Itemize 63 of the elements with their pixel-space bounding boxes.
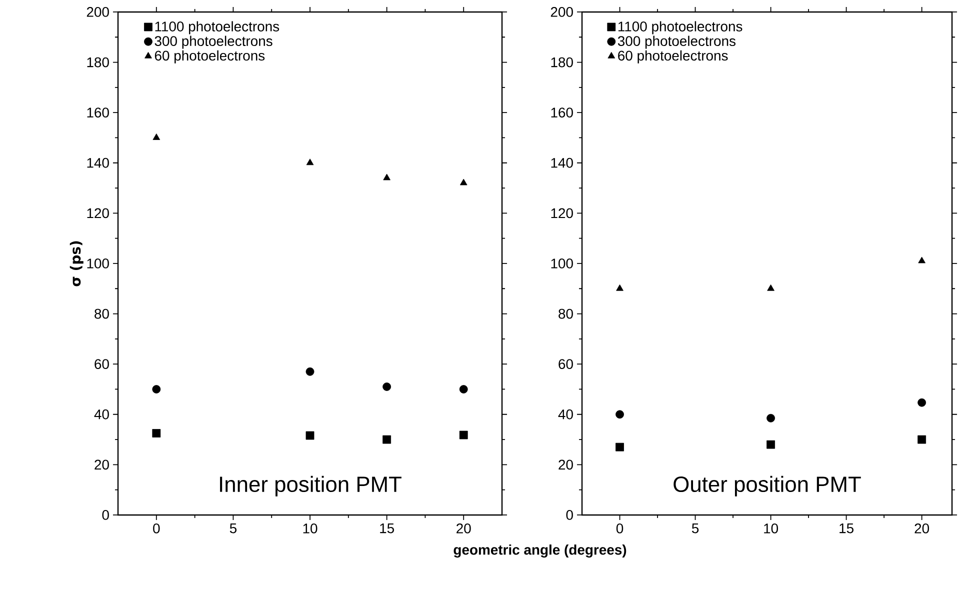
legend-label: 1100 photoelectrons [618, 21, 742, 34]
y-tick-label: 20 [94, 460, 109, 470]
y-tick-label: 100 [87, 258, 109, 268]
y-tick-label: 0 [102, 510, 109, 520]
legend-label: 60 photoelectrons [618, 50, 728, 64]
point [766, 414, 775, 422]
y-tick-label: 40 [558, 409, 573, 420]
y-tick-label: 80 [94, 308, 109, 319]
y-tick-label: 100 [551, 258, 573, 268]
point [152, 134, 160, 140]
x-tick-label: 20 [456, 523, 471, 534]
y-tick-label: 120 [551, 208, 573, 218]
y-tick-label: 140 [87, 158, 109, 168]
y-tick-label: 40 [94, 409, 109, 420]
legend-label: 300 photoelectrons [154, 36, 272, 49]
point [383, 174, 390, 180]
y-tick-label: 60 [558, 359, 573, 370]
legend-label: 1100 photoelectrons [155, 21, 280, 34]
y-tick-label: 20 [558, 460, 573, 470]
point [382, 382, 392, 391]
point [767, 284, 774, 291]
point [918, 435, 926, 444]
point [152, 385, 161, 394]
point [382, 435, 392, 444]
y-tick-label: 120 [87, 208, 109, 218]
y-tick-label: 200 [550, 7, 573, 17]
point [306, 158, 314, 166]
x-tick-label: 0 [616, 523, 624, 534]
y-tick-label: 160 [551, 108, 573, 118]
point [459, 385, 468, 394]
x-tick-label: 15 [380, 524, 394, 534]
point [616, 284, 624, 291]
point [616, 442, 624, 452]
y-tick-label: 60 [94, 359, 109, 370]
point [306, 431, 314, 440]
x-tick-label: 15 [840, 524, 854, 534]
y-axis-title: σ (ps) [70, 241, 84, 286]
point [306, 367, 314, 376]
annotation: Outer position PMT [674, 476, 861, 496]
y-tick-label: 0 [566, 510, 573, 520]
x-tick-label: 5 [692, 524, 699, 534]
x-tick-label: 10 [303, 523, 318, 534]
legend-label: 300 photoelectrons [618, 36, 736, 49]
y-tick-label: 140 [551, 158, 573, 168]
y-tick-label: 180 [87, 57, 109, 68]
x-tick-label: 0 [153, 523, 160, 534]
legend-label: 60 photoelectrons [154, 50, 265, 64]
point [152, 429, 161, 438]
x-tick-label: 10 [764, 523, 778, 534]
annotation: Inner position PMT [220, 476, 402, 496]
y-tick-label: 180 [551, 57, 573, 68]
x-axis-title: geometric angle (degrees) [454, 544, 626, 558]
point [616, 410, 624, 419]
point [460, 178, 468, 186]
point [766, 440, 775, 449]
y-tick-label: 200 [86, 7, 109, 17]
point [918, 398, 926, 407]
x-tick-label: 20 [914, 523, 930, 534]
point [459, 430, 468, 440]
point [918, 256, 926, 264]
x-tick-label: 5 [230, 524, 236, 534]
y-tick-label: 160 [87, 108, 109, 118]
y-tick-label: 80 [558, 308, 573, 319]
